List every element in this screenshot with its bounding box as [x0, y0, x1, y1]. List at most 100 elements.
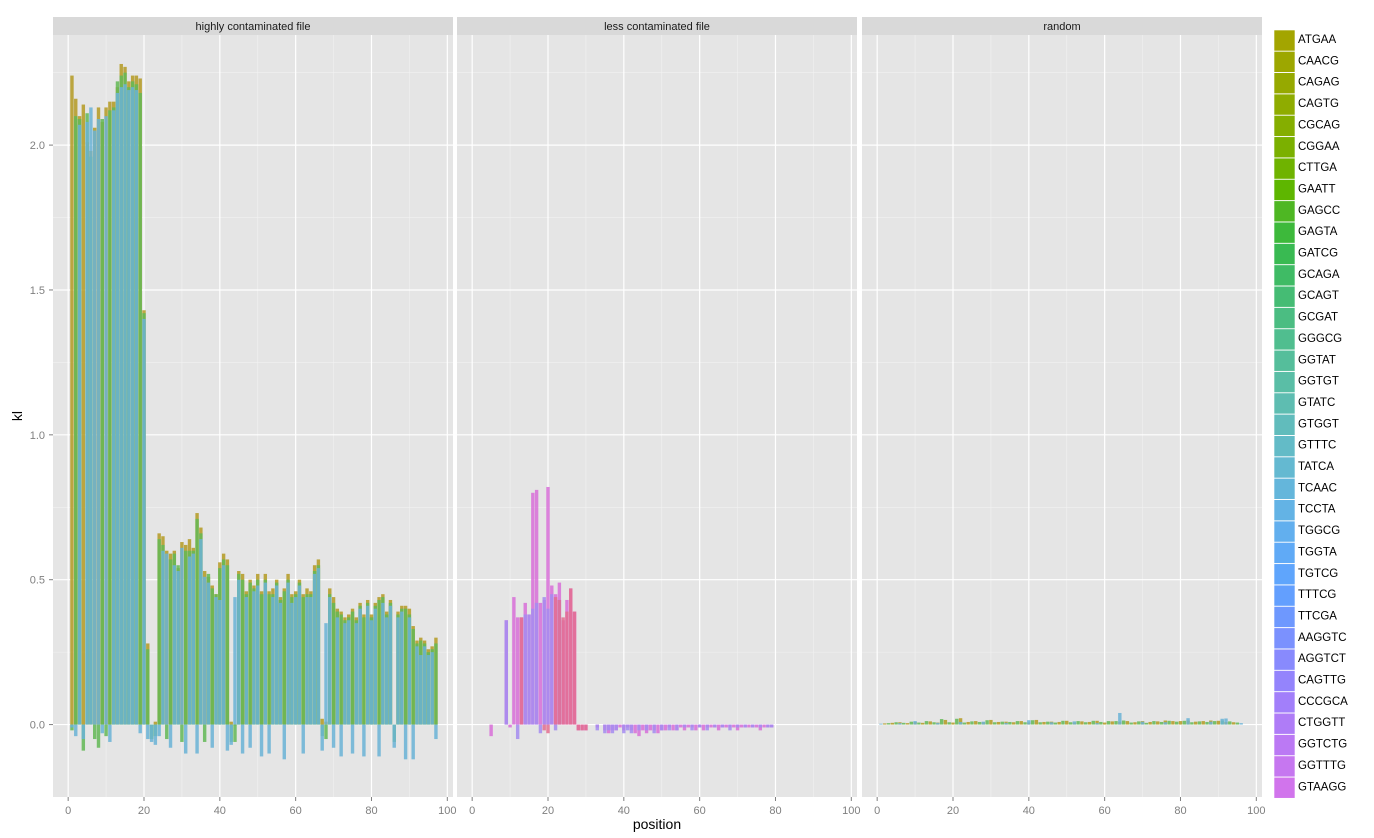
bar-TCAAC-65 — [312, 573, 317, 725]
bar-GCAGT-95 — [1235, 722, 1240, 725]
bar-TCAAC-58 — [1095, 723, 1099, 725]
legend-label: CAGTTG — [1298, 675, 1346, 687]
bar-GTAAGG-20 — [546, 486, 550, 725]
bar-GCAGT-82 — [377, 599, 381, 725]
bar-ATGAA-4 — [890, 722, 895, 725]
bar-GCAGT-19 — [947, 722, 951, 725]
bar-TCAAC-7 — [93, 130, 97, 725]
bar-CTGGTT-48 — [652, 724, 656, 734]
bar-ATGAA-72 — [1148, 721, 1152, 725]
legend-label: CTGGTT — [1298, 717, 1345, 729]
bar-GGTCTG-29 — [580, 724, 584, 731]
bar-CTGGTT-36 — [606, 724, 611, 731]
y-tick-label: 0.5 — [30, 575, 45, 587]
legend-key — [1273, 157, 1296, 180]
bar-TCAAC-26 — [165, 553, 169, 725]
bar-GGTCTG-23 — [557, 599, 562, 725]
x-axis-ticks: 0 20 40 60 80 100 — [469, 797, 860, 817]
legend-item: GGTAT — [1273, 349, 1336, 372]
x-tick-label: 60 — [1099, 805, 1111, 817]
bar-CTGGTT-35 — [603, 724, 607, 734]
bar-TCAAC-93 — [419, 655, 423, 725]
bar-TCAAC-2 — [74, 724, 78, 737]
bar-TCAAC-32 — [187, 556, 192, 725]
bar-CTGGTT-79 — [769, 724, 774, 728]
bar-GTAAGG-51 — [663, 724, 668, 731]
bar-GCAGT-51 — [259, 594, 264, 725]
legend-key — [1273, 307, 1296, 329]
bar-GCAGT-62 — [301, 597, 305, 725]
bar-TCAAC-10 — [104, 116, 108, 725]
bar-CTGGTT-60 — [697, 724, 702, 728]
facet-panel-2: less contaminated file — [457, 17, 857, 797]
bar-GGTCTG-26 — [569, 588, 573, 725]
bar-GCAGT-25 — [970, 721, 974, 725]
bar-TCAAC-5 — [85, 121, 89, 725]
bar-GTAAGG-71 — [739, 724, 744, 728]
bar-TCAAC-75 — [350, 724, 355, 754]
bar-GCAGT-61 — [1106, 721, 1111, 725]
bar-GCAGT-24 — [157, 539, 161, 725]
legend-key — [1273, 264, 1296, 287]
x-tick-label: 0 — [874, 805, 880, 817]
bar-GCAGT-15 — [932, 722, 936, 725]
x-tick-label: 80 — [365, 805, 377, 817]
bar-TCAAC-68 — [324, 623, 328, 725]
legend-key — [1273, 93, 1296, 116]
legend-item: TGGCG — [1273, 520, 1340, 543]
bar-ATGAA-84 — [1193, 721, 1198, 725]
bar-TCAAC-57 — [282, 724, 286, 760]
bar-GCAGT-19 — [138, 92, 142, 725]
bar-TCAAC-72 — [339, 724, 343, 757]
legend-key — [1273, 349, 1296, 372]
legend-label: TCAAC — [1298, 482, 1337, 494]
bar-GCAGT-47 — [1053, 722, 1058, 725]
bar-GCAGT-73 — [1152, 721, 1156, 725]
bar-TCAAC-13 — [115, 92, 120, 725]
bar-GCAGT-68 — [324, 724, 328, 740]
bar-CTGGTT-41 — [625, 724, 630, 731]
bar-GCAGT-21 — [146, 649, 150, 725]
bar-ATGAA-8 — [905, 723, 910, 725]
bar-ATGAA-44 — [1042, 721, 1046, 725]
bar-TCAAC-67 — [320, 724, 324, 751]
x-axis-title: position — [633, 816, 681, 832]
legend-item: GTATC — [1273, 392, 1335, 415]
bar-GCAGT-26 — [165, 724, 169, 740]
bar-GTAAGG-75 — [754, 724, 759, 728]
bar-TCAAC-89 — [403, 724, 408, 760]
bar-TCAAC-8 — [96, 119, 101, 725]
bar-TCAAC-16 — [936, 722, 940, 725]
bar-TCAAC-17 — [130, 87, 135, 725]
facet-panel-3: random — [862, 17, 1262, 797]
bar-ATGAA-32 — [996, 721, 1001, 725]
bar-TCAAC-31 — [183, 724, 188, 754]
bar-CTGGTT-44 — [637, 724, 641, 731]
legend-item: GAGCC — [1273, 200, 1340, 223]
bar-GCAGT-81 — [1182, 720, 1186, 725]
legend-label: TTCGA — [1298, 610, 1337, 622]
legend-label: ATGAA — [1298, 34, 1336, 46]
legend-key — [1273, 670, 1296, 692]
bar-ATGAA-56 — [1087, 721, 1092, 725]
bar-ATGAA-62 — [1110, 721, 1114, 725]
bar-GTAAGG-18 — [538, 602, 543, 725]
legend-item: CAGTG — [1273, 93, 1339, 116]
legend-item: ATGAA — [1273, 29, 1336, 52]
bar-GCAGT-53 — [267, 594, 271, 725]
bar-GCAGT-30 — [180, 724, 184, 742]
bar-TCAAC-27 — [168, 724, 173, 748]
y-tick-label: 2.0 — [30, 140, 45, 152]
x-tick-label: 40 — [618, 805, 630, 817]
legend-key — [1273, 392, 1296, 415]
bar-GTAAGG-5 — [489, 724, 493, 737]
bar-GCAGT-29 — [985, 720, 989, 725]
bar-ATGAA-60 — [1102, 722, 1107, 725]
bar-TCAAC-54 — [271, 597, 275, 725]
bar-TCAAC-87 — [396, 617, 400, 725]
bar-ATGAA-94 — [1231, 722, 1236, 725]
legend-label: AAGGTC — [1298, 632, 1347, 644]
bar-TCAAC-97 — [434, 724, 438, 740]
bar-GCAGT-63 — [1114, 721, 1118, 725]
bar-TCAAC-92 — [1224, 718, 1228, 725]
